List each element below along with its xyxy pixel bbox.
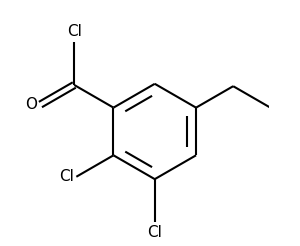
Text: Cl: Cl (59, 169, 74, 184)
Text: O: O (25, 97, 37, 112)
Text: Cl: Cl (67, 24, 82, 39)
Text: Cl: Cl (147, 225, 162, 240)
